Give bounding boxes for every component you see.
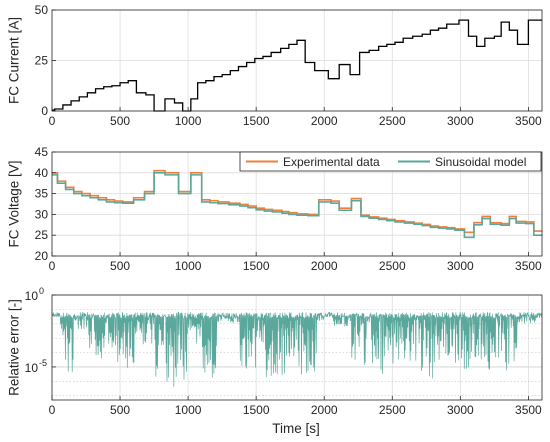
current-x-tick-label: 1500 bbox=[243, 114, 270, 128]
voltage-y-axis-label: FC Voltage [V] bbox=[7, 160, 22, 247]
error-x-tick-label: 3000 bbox=[447, 403, 474, 417]
voltage-y-tick-label: 35 bbox=[35, 187, 49, 201]
error-x-tick-label: 1500 bbox=[243, 403, 270, 417]
error-axes-frame bbox=[51, 294, 543, 401]
current-ticks: 0 500 1000 1500 2000 2500 3000 3500 0 25 50 bbox=[35, 3, 542, 128]
voltage-x-tick-label: 1500 bbox=[243, 259, 270, 273]
current-x-tick-label: 500 bbox=[110, 114, 130, 128]
current-x-tick-label: 2000 bbox=[311, 114, 338, 128]
voltage-panel: 0 500 1000 1500 2000 2500 3000 3500 20 25 30 35 40 45… bbox=[7, 145, 543, 273]
error-x-tick-label: 1000 bbox=[175, 403, 202, 417]
legend-box bbox=[239, 151, 542, 172]
current-x-tick-label: 1000 bbox=[175, 114, 202, 128]
error-y-tick-exponent: 0 bbox=[39, 286, 44, 296]
legend-label-experimental: Experimental data bbox=[283, 155, 380, 169]
current-y-axis-label: FC Current [A] bbox=[7, 17, 22, 104]
voltage-series bbox=[52, 169, 542, 239]
voltage-x-tick-label: 2000 bbox=[311, 259, 338, 273]
legend-label-sinusoidal: Sinusoidal model bbox=[435, 155, 526, 169]
current-y-tick-label: 25 bbox=[35, 54, 49, 68]
error-x-tick-label: 2500 bbox=[379, 403, 406, 417]
error-x-tick-label: 3500 bbox=[515, 403, 542, 417]
x-axis-label: Time [s] bbox=[272, 421, 320, 436]
current-x-tick-label: 3000 bbox=[447, 114, 474, 128]
voltage-y-tick-label: 40 bbox=[35, 166, 49, 180]
voltage-ticks: 0 500 1000 1500 2000 2500 3000 3500 20 25 30 35 40 45 bbox=[35, 145, 542, 273]
error-series bbox=[51, 311, 542, 387]
voltage-x-tick-label: 3000 bbox=[447, 259, 474, 273]
current-y-tick-label: 0 bbox=[41, 104, 48, 118]
voltage-y-tick-label: 30 bbox=[35, 207, 49, 221]
voltage-x-tick-label: 3500 bbox=[515, 259, 542, 273]
error-y-axis-label: Relative error [-] bbox=[7, 299, 22, 396]
error-x-tick-label: 500 bbox=[110, 403, 130, 417]
error-series-0-line bbox=[51, 311, 542, 387]
current-series bbox=[52, 19, 542, 112]
voltage-y-tick-label: 20 bbox=[35, 249, 49, 263]
error-y-tick-exponent: -5 bbox=[39, 358, 47, 368]
voltage-x-tick-label: 0 bbox=[49, 259, 56, 273]
current-y-tick-label: 50 bbox=[35, 3, 49, 17]
current-series-0-line bbox=[52, 19, 542, 112]
current-x-tick-label: 2500 bbox=[379, 114, 406, 128]
voltage-y-tick-label: 45 bbox=[35, 145, 49, 159]
current-panel: 0 500 1000 1500 2000 2500 3000 3500 0 25 50 FC Cur… bbox=[7, 3, 543, 128]
voltage-x-tick-label: 2500 bbox=[379, 259, 406, 273]
voltage-x-tick-label: 1000 bbox=[175, 259, 202, 273]
voltage-x-tick-label: 500 bbox=[110, 259, 130, 273]
voltage-y-tick-label: 25 bbox=[35, 228, 49, 242]
voltage-series-1-line bbox=[52, 172, 542, 239]
error-y-tick-label: 10 bbox=[25, 361, 39, 375]
error-y-tick-label: 10 bbox=[25, 289, 39, 303]
error-x-tick-label: 0 bbox=[49, 403, 56, 417]
current-x-tick-label: 3500 bbox=[515, 114, 542, 128]
current-x-tick-label: 0 bbox=[49, 114, 56, 128]
error-x-tick-label: 2000 bbox=[311, 403, 338, 417]
voltage-legend: Experimental data Sinusoidal model bbox=[239, 151, 542, 172]
